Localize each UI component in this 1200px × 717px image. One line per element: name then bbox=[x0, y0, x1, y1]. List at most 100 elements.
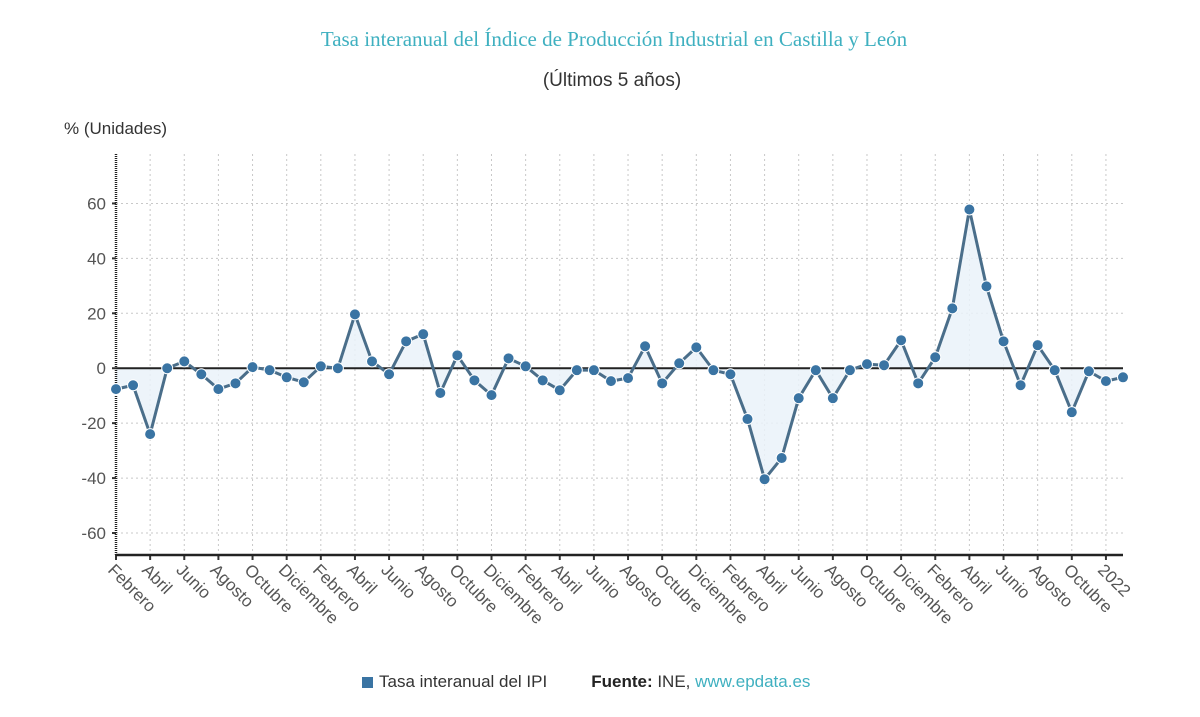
data-point bbox=[417, 328, 430, 341]
data-point bbox=[826, 392, 839, 405]
data-point bbox=[366, 355, 379, 368]
data-point bbox=[929, 351, 942, 364]
data-point bbox=[297, 376, 310, 389]
data-point bbox=[127, 379, 140, 392]
series-line-segment bbox=[1053, 368, 1074, 414]
data-point bbox=[1065, 406, 1078, 419]
data-point bbox=[400, 335, 413, 348]
series-line-segment bbox=[626, 344, 647, 380]
data-point bbox=[348, 308, 361, 321]
data-point bbox=[570, 364, 583, 377]
data-point bbox=[843, 364, 856, 377]
legend: Tasa interanual del IPI Fuente: INE, www… bbox=[362, 672, 810, 692]
data-point bbox=[383, 368, 396, 381]
data-point bbox=[502, 352, 515, 365]
data-point bbox=[963, 203, 976, 216]
series-points-layer bbox=[110, 203, 1129, 486]
data-point bbox=[451, 349, 464, 362]
series-line-segment bbox=[131, 383, 152, 436]
data-point bbox=[1031, 339, 1044, 352]
data-point bbox=[246, 361, 259, 374]
legend-swatch bbox=[362, 676, 373, 688]
data-point bbox=[622, 372, 635, 385]
data-point bbox=[758, 473, 771, 486]
data-point bbox=[741, 413, 754, 426]
series-line-segment bbox=[353, 312, 374, 363]
data-point bbox=[144, 428, 157, 441]
x-tick-label: Junio bbox=[172, 560, 214, 602]
x-tick-label: Junio bbox=[787, 560, 829, 602]
y-tick-label: -20 bbox=[81, 414, 106, 433]
data-point bbox=[775, 452, 788, 465]
series-line-segment bbox=[387, 339, 408, 376]
data-point bbox=[809, 364, 822, 377]
data-point bbox=[604, 375, 617, 388]
data-point bbox=[314, 360, 327, 373]
data-point bbox=[895, 334, 908, 347]
data-point bbox=[1014, 379, 1027, 392]
series-line-segment bbox=[746, 417, 767, 481]
data-point bbox=[229, 377, 242, 390]
series-line-segment bbox=[148, 366, 169, 436]
data-point bbox=[434, 386, 447, 399]
data-point bbox=[912, 377, 925, 390]
data-point bbox=[280, 371, 293, 384]
data-point bbox=[587, 364, 600, 377]
series-line-segment bbox=[438, 353, 459, 395]
data-point bbox=[331, 362, 344, 375]
series-line-segment bbox=[984, 284, 1006, 343]
data-point bbox=[536, 374, 549, 387]
series-line-segment bbox=[1002, 339, 1023, 387]
data-point bbox=[997, 335, 1010, 348]
data-point bbox=[212, 383, 225, 396]
y-tick-label: 20 bbox=[87, 304, 106, 323]
chart-subtitle: (Últimos 5 años) bbox=[542, 70, 682, 91]
data-point bbox=[519, 360, 532, 373]
data-point bbox=[195, 368, 208, 381]
source-label: Fuente: bbox=[591, 672, 653, 691]
area-fill-layer bbox=[116, 209, 1123, 480]
data-point bbox=[1048, 364, 1061, 377]
x-tick-labels: FebreroAbrilJunioAgostoOctubreDiciembreF… bbox=[104, 560, 1134, 628]
y-tick-label: 40 bbox=[87, 249, 106, 268]
data-point bbox=[1082, 365, 1095, 378]
data-point bbox=[639, 340, 652, 353]
y-tick-label: 60 bbox=[87, 194, 106, 213]
data-point bbox=[110, 383, 122, 396]
data-point bbox=[673, 357, 686, 370]
series-line-segment bbox=[780, 396, 801, 460]
series-line-segment bbox=[933, 306, 954, 359]
series-line-segment bbox=[1019, 343, 1040, 387]
area-fill bbox=[116, 209, 1123, 480]
data-point bbox=[553, 384, 566, 397]
series-line-segment bbox=[336, 312, 357, 370]
series-line-segment bbox=[1070, 369, 1091, 414]
data-point bbox=[690, 341, 703, 354]
data-point bbox=[707, 364, 720, 377]
axes bbox=[112, 154, 1123, 560]
x-tick-label: Junio bbox=[377, 560, 419, 602]
x-tick-label: Junio bbox=[992, 560, 1034, 602]
series-line-segment bbox=[899, 338, 920, 385]
data-point bbox=[1117, 371, 1129, 384]
series-line-segment bbox=[489, 356, 511, 397]
y-tick-label: -60 bbox=[81, 524, 106, 543]
data-point bbox=[724, 368, 737, 381]
data-point bbox=[946, 302, 959, 315]
source-note: Fuente: INE, www.epdata.es bbox=[591, 672, 810, 692]
series-line-segment bbox=[421, 332, 442, 395]
y-tick-labels: -60 -40 -20 0 20 40 60 bbox=[81, 194, 106, 543]
data-point bbox=[468, 374, 481, 387]
data-point bbox=[178, 355, 191, 368]
data-point bbox=[161, 362, 174, 375]
source-link[interactable]: www.epdata.es bbox=[695, 672, 811, 691]
x-tick-label: Junio bbox=[582, 560, 624, 602]
series-line-segment bbox=[950, 207, 971, 310]
chart-title: Tasa interanual del Índice de Producción… bbox=[320, 27, 908, 51]
data-point bbox=[792, 392, 805, 405]
source-text: INE, bbox=[652, 672, 696, 691]
data-point bbox=[263, 364, 276, 377]
series-line-segment bbox=[967, 207, 988, 288]
series-line-segment bbox=[728, 372, 750, 421]
